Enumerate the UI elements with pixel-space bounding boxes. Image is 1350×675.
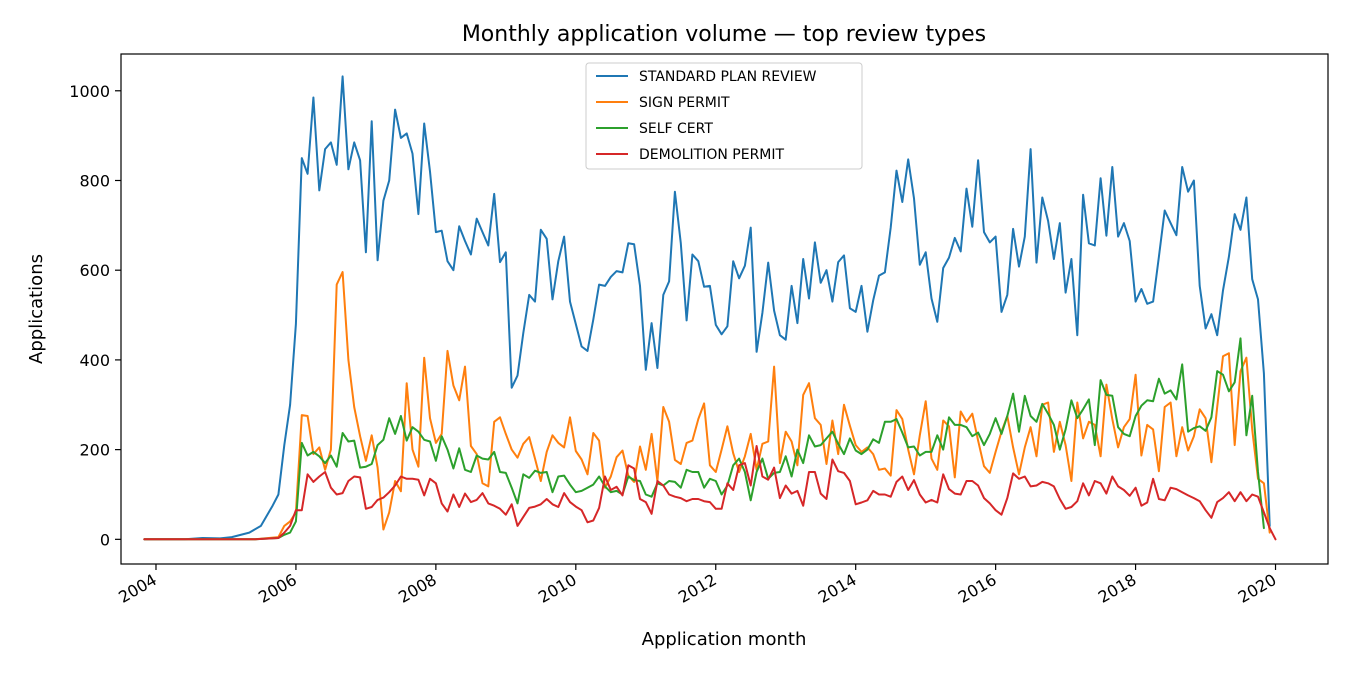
- plot-area-frame: [120, 53, 1329, 565]
- legend-label-2: SELF CERT: [639, 121, 713, 137]
- series-line-2: [143, 337, 1265, 541]
- series-line-3: [143, 445, 1277, 541]
- series-line-1: [143, 271, 1271, 541]
- legend-label-3: DEMOLITION PERMIT: [639, 147, 785, 163]
- x-tick-label-2016: 2016: [955, 570, 1000, 607]
- x-tick-label-2020: 2020: [1235, 570, 1280, 607]
- y-tick-label-800: 800: [79, 171, 110, 190]
- plot-frame: [120, 53, 1329, 565]
- x-tick-label-2010: 2010: [535, 570, 580, 607]
- y-tick-label-400: 400: [79, 351, 110, 370]
- series-line-0: [143, 75, 1271, 541]
- legend-label-1: SIGN PERMIT: [639, 95, 730, 111]
- y-tick-label-0: 0: [100, 530, 110, 549]
- y-tick-label-600: 600: [79, 261, 110, 280]
- x-tick-label-2008: 2008: [395, 570, 440, 607]
- y-tick-label-1000: 1000: [69, 82, 110, 101]
- y-axis: 0 200 400 600 800 1000: [69, 82, 121, 549]
- series-lines: [143, 75, 1277, 541]
- legend-label-0: STANDARD PLAN REVIEW: [639, 69, 817, 85]
- x-tick-label-2012: 2012: [675, 570, 720, 607]
- x-tick-label-2014: 2014: [815, 570, 860, 607]
- chart-title: Monthly application volume — top review …: [462, 22, 986, 47]
- x-axis: 2004 2006 2008 2010 2012 2014 2016 2018 2020: [115, 564, 1280, 607]
- legend-box: [585, 62, 863, 170]
- y-tick-label-200: 200: [79, 441, 110, 460]
- x-tick-label-2018: 2018: [1095, 570, 1140, 607]
- legend: STANDARD PLAN REVIEW SIGN PERMIT SELF CERT…: [585, 62, 863, 170]
- x-axis-label: Application month: [642, 629, 807, 650]
- x-tick-label-2006: 2006: [255, 570, 300, 607]
- y-axis-label: Applications: [26, 254, 47, 364]
- x-tick-label-2004: 2004: [115, 570, 160, 607]
